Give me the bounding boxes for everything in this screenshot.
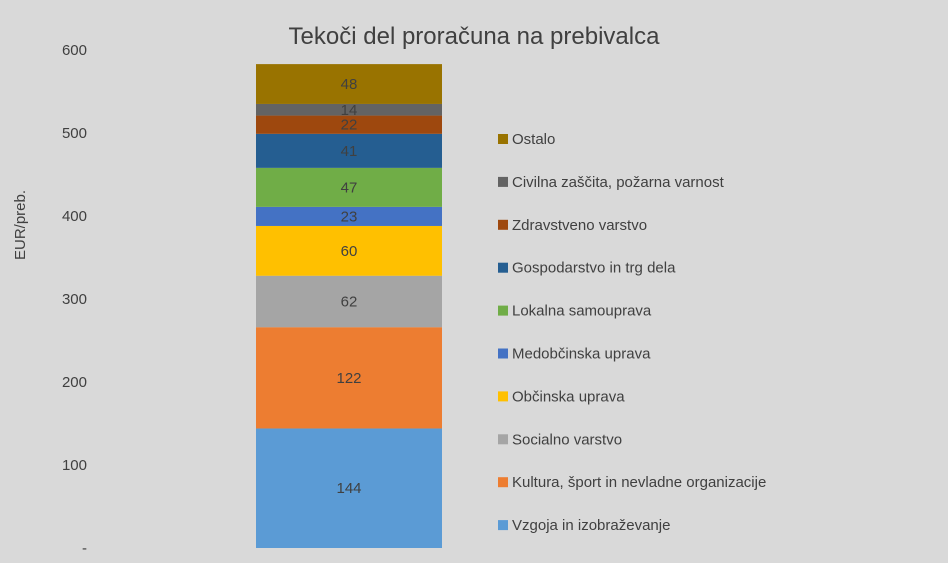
data-label: 60 bbox=[341, 243, 358, 260]
legend-label: Gospodarstvo in trg dela bbox=[512, 260, 676, 277]
bar-segment bbox=[256, 428, 442, 548]
data-label: 41 bbox=[341, 143, 358, 160]
legend-label: Kultura, šport in nevladne organizacije bbox=[512, 474, 766, 491]
legend: Ostalo Civilna zaščita, požarna varnost Zd… bbox=[498, 131, 766, 534]
y-tick-label: 100 bbox=[62, 457, 87, 474]
legend-swatch bbox=[498, 134, 508, 144]
legend-swatch bbox=[498, 477, 508, 488]
y-tick-label: 200 bbox=[62, 374, 87, 391]
y-tick-label: 300 bbox=[62, 291, 87, 308]
data-label: 144 bbox=[336, 480, 361, 497]
bar-segment bbox=[256, 64, 442, 104]
bar-segment bbox=[256, 103, 442, 116]
data-label: 14 bbox=[341, 102, 358, 119]
y-tick-label: 500 bbox=[62, 125, 87, 142]
legend-label: Lokalna samouprava bbox=[512, 303, 652, 320]
legend-item: Kultura, šport in nevladne organizacije bbox=[498, 474, 766, 491]
legend-label: Ostalo bbox=[512, 131, 555, 148]
legend-label: Civilna zaščita, požarna varnost bbox=[512, 174, 725, 191]
y-axis-label: EUR/preb. bbox=[12, 190, 29, 260]
legend-swatch bbox=[498, 262, 508, 273]
data-label: 22 bbox=[341, 117, 358, 134]
legend-swatch bbox=[498, 520, 508, 531]
data-label: 48 bbox=[341, 76, 358, 93]
legend-item: Medobčinska uprava bbox=[498, 346, 651, 363]
bar-segment bbox=[256, 133, 442, 168]
legend-item: Ostalo bbox=[498, 131, 555, 148]
y-tick-label: - bbox=[82, 540, 87, 557]
chart-title: Tekoči del proračuna na prebivalca bbox=[289, 23, 661, 50]
y-tick-label: 400 bbox=[62, 208, 87, 225]
legend-label: Vzgoja in izobraževanje bbox=[512, 517, 670, 534]
legend-item: Civilna zaščita, požarna varnost bbox=[498, 174, 725, 191]
bar-segment bbox=[256, 275, 442, 328]
legend-swatch bbox=[498, 434, 508, 445]
legend-swatch bbox=[498, 391, 508, 402]
legend-label: Medobčinska uprava bbox=[512, 346, 651, 363]
legend-swatch bbox=[498, 305, 508, 316]
data-label: 23 bbox=[341, 208, 358, 225]
data-label: 47 bbox=[341, 179, 358, 196]
legend-item: Vzgoja in izobraževanje bbox=[498, 517, 670, 534]
bar-segment bbox=[256, 327, 442, 429]
legend-label: Zdravstveno varstvo bbox=[512, 217, 647, 234]
legend-swatch bbox=[498, 176, 508, 187]
bar-segment bbox=[256, 167, 442, 207]
y-axis-ticks: - 100 200 300 400 500 600 bbox=[62, 42, 87, 557]
bar-segment bbox=[256, 206, 442, 226]
legend-swatch bbox=[498, 348, 508, 359]
y-tick-label: 600 bbox=[62, 42, 87, 59]
legend-label: Socialno varstvo bbox=[512, 431, 622, 448]
stacked-bar bbox=[256, 64, 442, 548]
legend-item: Občinska uprava bbox=[498, 388, 625, 405]
legend-item: Socialno varstvo bbox=[498, 431, 622, 448]
bar-segment bbox=[256, 115, 442, 134]
bar-segment bbox=[256, 225, 442, 276]
legend-item: Zdravstveno varstvo bbox=[498, 217, 647, 234]
data-label: 62 bbox=[341, 293, 358, 310]
legend-item: Gospodarstvo in trg dela bbox=[498, 260, 676, 277]
data-label: 122 bbox=[336, 370, 361, 387]
legend-swatch bbox=[498, 219, 508, 230]
legend-item: Lokalna samouprava bbox=[498, 303, 652, 320]
legend-label: Občinska uprava bbox=[512, 388, 625, 405]
